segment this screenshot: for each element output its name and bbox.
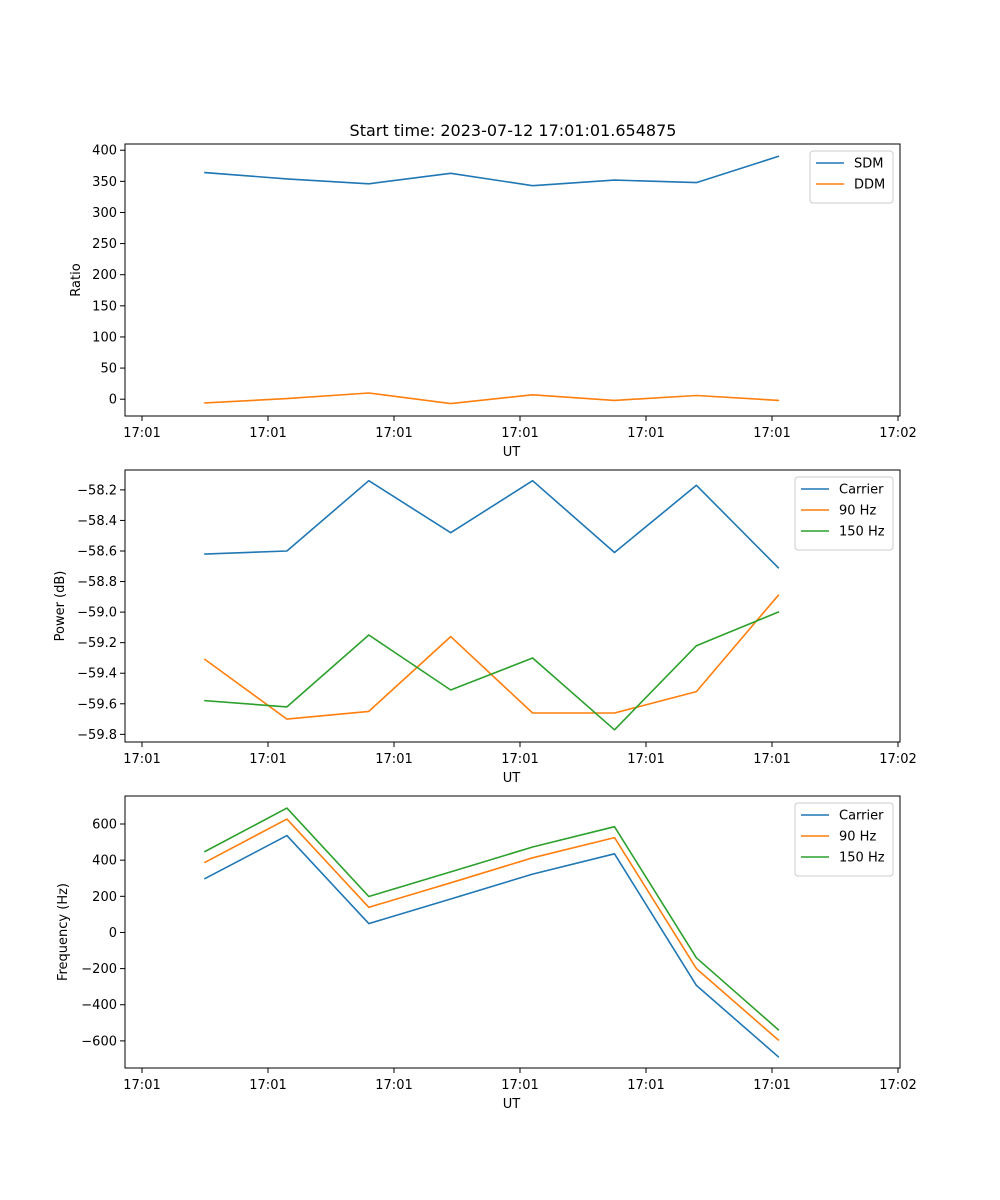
x-axis-label: UT: [503, 445, 521, 460]
x-tick-label: 17:01: [753, 1078, 790, 1093]
y-tick-label: 250: [92, 237, 117, 252]
y-tick-label: 300: [92, 206, 117, 221]
x-tick-label: 17:01: [627, 426, 664, 441]
axes-frame: [124, 143, 901, 417]
x-tick-label: 17:01: [753, 752, 790, 767]
legend-entry: 150 Hz: [839, 525, 885, 540]
x-tick-label: 17:01: [753, 426, 790, 441]
series-line-sdm: [204, 155, 780, 187]
x-tick-label: 17:01: [627, 1078, 664, 1093]
y-tick-label: 0: [109, 926, 117, 941]
y-tick-label: −59.0: [77, 606, 117, 621]
x-tick-label: 17:01: [375, 1078, 412, 1093]
legend: Carrier 90 Hz 150 Hz: [794, 802, 894, 877]
subplot-3: 17:01 17:01 17:01 17:01 17:01 17:01 17:02 −600 −…: [56, 795, 917, 1112]
series-line-ddm: [204, 392, 780, 405]
x-tick-label: 17:01: [123, 426, 160, 441]
x-tick-label: 17:01: [375, 752, 412, 767]
y-axis-label: Frequency (Hz): [56, 883, 71, 981]
y-tick-label: −59.6: [77, 697, 117, 712]
y-tick-label: −59.4: [77, 667, 117, 682]
x-tick-label: 17:01: [375, 426, 412, 441]
legend-entry: 90 Hz: [839, 830, 876, 845]
x-tick-label: 17:01: [501, 426, 538, 441]
y-tick-label: 50: [100, 362, 117, 377]
legend-entry: Carrier: [839, 809, 884, 824]
series-line-carrier: [203, 834, 780, 1058]
y-tick-label: −59.8: [77, 728, 117, 743]
y-tick-label: 200: [92, 890, 117, 905]
y-tick-label: −58.6: [77, 544, 117, 559]
legend-box: [809, 150, 894, 204]
y-tick-label: 600: [92, 818, 117, 833]
y-tick-label: 400: [92, 854, 117, 869]
x-tick-label: 17:01: [123, 1078, 160, 1093]
x-tick-label: 17:01: [249, 752, 286, 767]
y-tick-label: 400: [92, 144, 117, 159]
y-tick-label: −58.2: [77, 483, 117, 498]
subplot-1: 17:01 17:01 17:01 17:01 17:01 17:01 17:02 0 50 10…: [69, 143, 917, 460]
legend-entry: Carrier: [839, 483, 884, 498]
y-tick-label: −200: [81, 962, 117, 977]
y-axis-label: Power (dB): [53, 571, 68, 642]
y-tick-label: −58.4: [77, 514, 117, 529]
y-axis-label: Ratio: [69, 263, 84, 296]
x-tick-label: 17:01: [501, 1078, 538, 1093]
y-tick-label: 200: [92, 268, 117, 283]
legend-entry: 150 Hz: [839, 851, 885, 866]
series-line-150-hz: [203, 807, 780, 1031]
series-line-150-hz: [204, 611, 780, 731]
x-axis-label: UT: [503, 1097, 521, 1112]
y-tick-label: −58.8: [77, 575, 117, 590]
y-tick-label: 150: [92, 299, 117, 314]
y-tick-label: 350: [92, 175, 117, 190]
legend: Carrier 90 Hz 150 Hz: [794, 476, 894, 551]
legend-entry: SDM: [854, 157, 883, 172]
y-tick-label: −600: [81, 1034, 117, 1049]
y-tick-label: 100: [92, 330, 117, 345]
x-axis-label: UT: [503, 771, 521, 786]
x-tick-label: 17:02: [879, 1078, 916, 1093]
x-tick-label: 17:01: [123, 752, 160, 767]
series-line-90-hz: [203, 818, 780, 1042]
y-tick-label: −400: [81, 998, 117, 1013]
legend-entry: DDM: [854, 178, 885, 193]
series-line-carrier: [204, 479, 780, 569]
axes-frame: [124, 795, 901, 1069]
x-tick-label: 17:02: [879, 426, 916, 441]
x-tick-label: 17:02: [879, 752, 916, 767]
subplot-2: 17:01 17:01 17:01 17:01 17:01 17:01 17:02 −59.8…: [53, 469, 917, 786]
x-tick-label: 17:01: [249, 1078, 286, 1093]
figure-title: Start time: 2023-07-12 17:01:01.654875: [350, 121, 677, 140]
axes-frame: [124, 469, 901, 743]
legend: SDM DDM: [809, 150, 894, 204]
x-tick-label: 17:01: [627, 752, 664, 767]
x-tick-label: 17:01: [501, 752, 538, 767]
y-tick-label: 0: [109, 393, 117, 408]
legend-entry: 90 Hz: [839, 504, 876, 519]
y-tick-label: −59.2: [77, 636, 117, 651]
x-tick-label: 17:01: [249, 426, 286, 441]
